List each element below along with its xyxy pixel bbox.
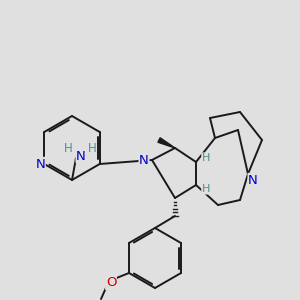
Text: N: N xyxy=(76,149,86,163)
Text: H: H xyxy=(202,153,210,163)
Text: H: H xyxy=(202,184,210,194)
Text: N: N xyxy=(139,154,149,166)
Text: H: H xyxy=(88,142,96,154)
Text: O: O xyxy=(106,277,116,290)
Text: N: N xyxy=(248,173,258,187)
Text: H: H xyxy=(64,142,72,154)
Polygon shape xyxy=(158,138,175,148)
Text: N: N xyxy=(35,158,45,170)
